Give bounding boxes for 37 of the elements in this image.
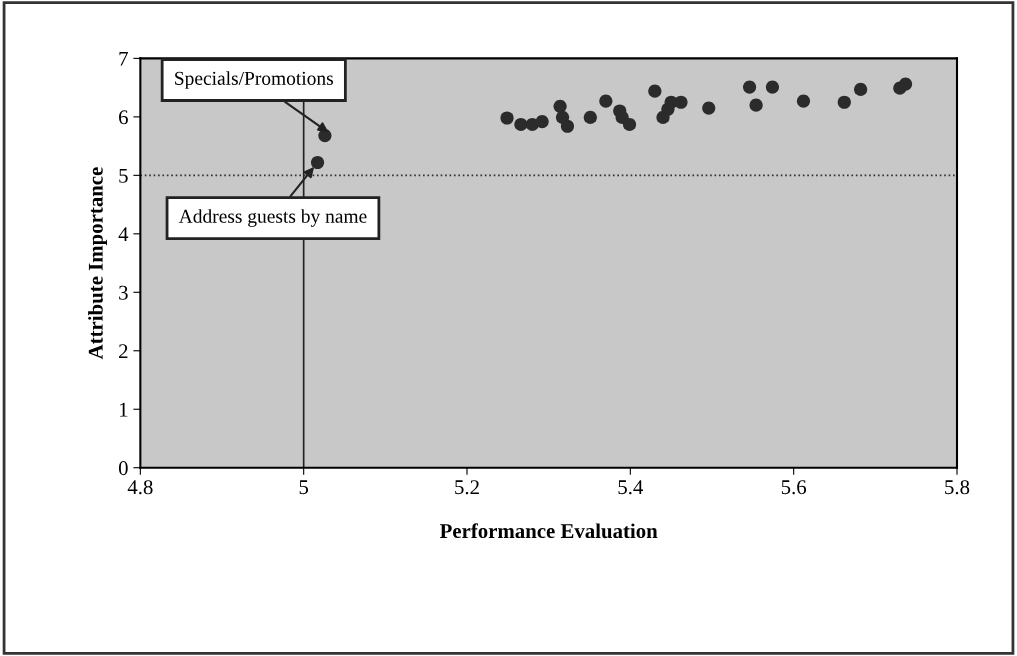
y-tick-label: 5	[119, 168, 128, 183]
point	[553, 99, 567, 113]
point	[535, 114, 549, 129]
point	[765, 80, 780, 94]
point	[742, 80, 757, 94]
point	[500, 111, 514, 125]
y-tick-label: 3	[119, 285, 128, 300]
point	[622, 117, 637, 132]
y-axis-title: Attribute Importance	[88, 167, 108, 360]
y-tick-label: 0	[118, 461, 128, 476]
x-tick-label: 5	[299, 480, 309, 495]
point	[837, 95, 851, 109]
annotation: Address guests by name	[178, 209, 367, 227]
y-tick-label: 4	[118, 227, 129, 242]
point	[648, 84, 662, 98]
point	[702, 101, 716, 115]
point	[599, 94, 613, 108]
x-tick-label: 5.8	[945, 480, 970, 495]
point	[749, 98, 763, 112]
point	[796, 94, 811, 108]
y-tick-label: 7	[119, 51, 128, 66]
annotation: Specials/Promotions	[175, 71, 333, 89]
x-tick-label: 4.8	[127, 480, 153, 495]
point	[310, 155, 325, 170]
point	[560, 119, 575, 133]
point	[854, 82, 868, 96]
x-tick-label: 5.2	[455, 480, 479, 495]
y-tick-label: 1	[119, 402, 128, 417]
y-tick-label: 2	[119, 344, 128, 358]
y-tick-label: 6	[119, 110, 128, 125]
point	[674, 95, 688, 109]
point	[898, 77, 913, 91]
x-axis-title: Performance Evaluation	[439, 523, 658, 539]
point	[514, 117, 528, 132]
x-tick-label: 5.6	[781, 480, 807, 495]
x-tick-label: 5.4	[618, 480, 644, 495]
point	[583, 110, 597, 125]
